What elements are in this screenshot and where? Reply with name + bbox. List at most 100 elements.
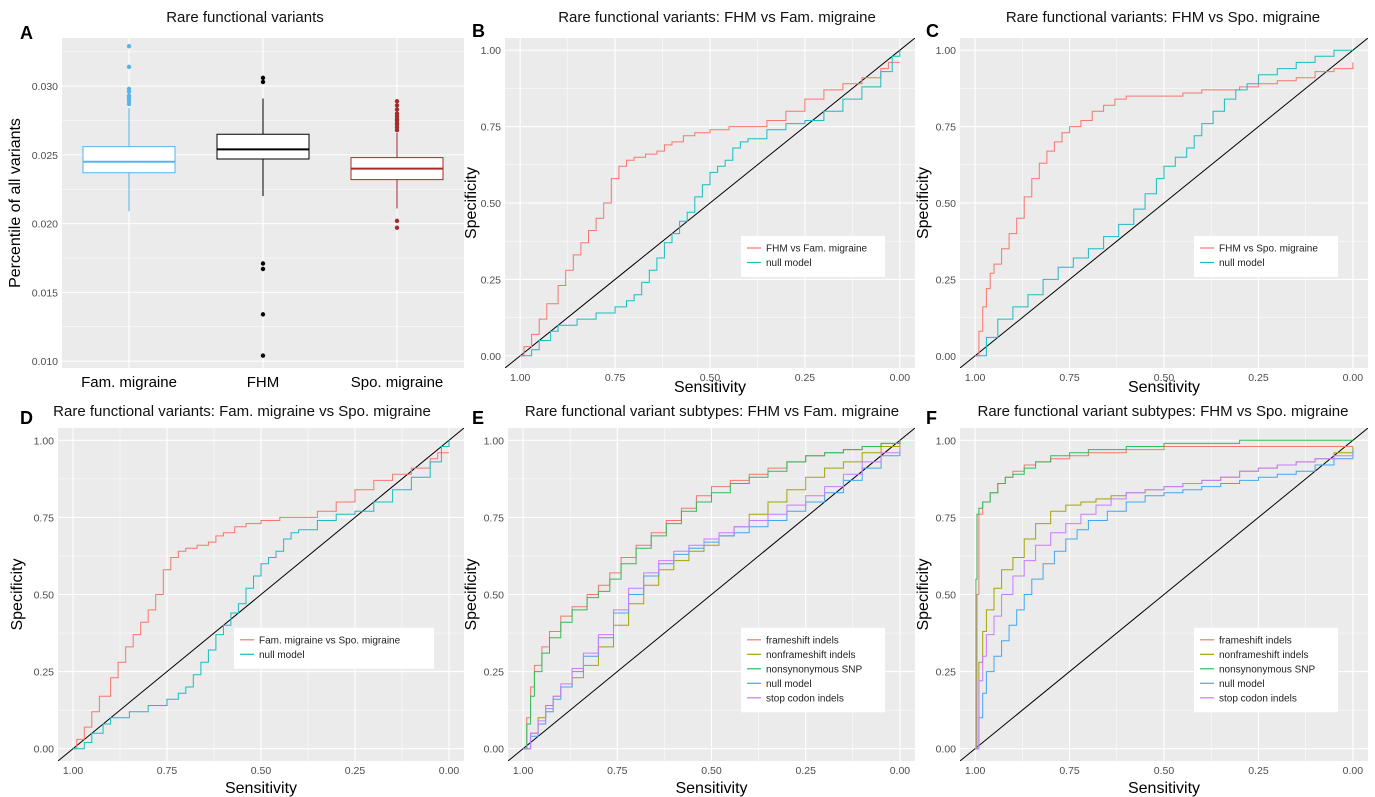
x-tick-label: 0.00 <box>890 372 911 384</box>
legend-box <box>1194 627 1338 713</box>
legend-label: FHM vs Spo. migraine <box>1219 244 1318 255</box>
x-tick-label: 0.25 <box>795 765 816 777</box>
outlier-point <box>260 312 266 317</box>
outlier-point <box>394 99 400 104</box>
panel-title: Rare functional variants: Fam. migraine … <box>53 403 431 420</box>
x-tick-label: 0.50 <box>1154 372 1175 384</box>
roc-curve-1 <box>73 440 450 750</box>
reference-diagonal <box>505 38 915 368</box>
legend-label: null model <box>1219 679 1265 690</box>
reference-diagonal <box>960 38 1368 368</box>
y-tick-label: 0.00 <box>481 351 502 363</box>
x-axis-label: Sensitivity <box>225 780 297 797</box>
y-tick-label: 0.50 <box>484 590 505 602</box>
y-tick-label: 1.00 <box>481 45 502 57</box>
legend: Fam. migraine vs Spo. migraine null model <box>234 627 434 669</box>
legend-label: nonframeshift indels <box>1219 650 1309 661</box>
series-layer <box>508 428 915 761</box>
legend-label: nonsynonymous SNP <box>1219 664 1315 675</box>
x-tick-label: 0.50 <box>700 372 721 384</box>
y-axis-label: Percentile of all variants <box>7 118 24 288</box>
outlier-point <box>260 266 266 272</box>
y-tick-label: 0.015 <box>32 287 58 299</box>
x-tick-label: 1.00 <box>513 765 534 777</box>
panel-f: F Rare functional variant subtypes: FHM v… <box>915 403 1368 797</box>
x-tick-label: 0.00 <box>1343 372 1364 384</box>
panel-title: Rare functional variants <box>166 9 324 26</box>
x-tick-label: 1.00 <box>510 372 531 384</box>
x-tick-label: 0.25 <box>1248 765 1269 777</box>
legend-box <box>741 236 885 277</box>
y-tick-label: 0.75 <box>484 512 505 524</box>
y-tick-label: 0.25 <box>34 667 55 679</box>
roc-curve-1 <box>975 49 1353 357</box>
series-layer <box>505 38 915 368</box>
y-tick-label: 0.00 <box>484 744 505 756</box>
y-tick-label: 1.00 <box>484 435 505 447</box>
x-tick-label: 0.00 <box>890 765 911 777</box>
legend-label: FHM vs Fam. migraine <box>766 244 868 255</box>
outlier-point <box>260 353 266 358</box>
series-layer <box>960 428 1368 761</box>
y-tick-label: 0.25 <box>936 274 957 286</box>
roc-curve-2 <box>523 440 901 750</box>
outlier-point <box>394 107 400 112</box>
outlier-point <box>126 86 132 92</box>
y-tick-label: 0.00 <box>936 744 957 756</box>
x-axis-label: Sensitivity <box>1128 379 1200 396</box>
x-tick-label: 0.00 <box>439 765 460 777</box>
x-tick-label: 0.75 <box>157 765 178 777</box>
y-tick-label: 1.00 <box>936 45 957 57</box>
panel-b: B Rare functional variants: FHM vs Fam. m… <box>463 9 915 396</box>
x-tick-label: 0.50 <box>251 765 272 777</box>
x-tick-label: 0.00 <box>1343 765 1364 777</box>
y-tick-label: 0.25 <box>481 274 502 286</box>
y-axis-label: Specificity <box>463 167 480 239</box>
x-tick-label: 0.75 <box>605 372 626 384</box>
roc-curve-0 <box>975 62 1354 357</box>
y-axis-label: Specificity <box>915 167 932 239</box>
x-tick-label: Spo. migraine <box>351 374 444 391</box>
x-tick-label: 0.25 <box>795 372 816 384</box>
y-tick-label: 0.030 <box>32 81 58 93</box>
box-body <box>216 133 310 160</box>
x-tick-label: 0.75 <box>1059 765 1080 777</box>
roc-curve-0 <box>520 61 900 357</box>
legend-label: stop codon indels <box>1219 693 1297 704</box>
legend: FHM vs Spo. migraine null model <box>1194 236 1338 277</box>
y-tick-label: 0.75 <box>936 512 957 524</box>
legend-label: null model <box>259 650 305 661</box>
outlier-point <box>394 225 400 230</box>
x-tick-label: 0.50 <box>1154 765 1175 777</box>
box-2 <box>350 99 444 230</box>
legend-label: null model <box>766 258 812 269</box>
panel-letter: D <box>20 408 33 428</box>
outlier-point <box>394 103 400 108</box>
reference-diagonal <box>58 428 464 761</box>
box-1 <box>216 75 310 358</box>
series-layer <box>58 428 464 761</box>
box-body <box>82 146 176 174</box>
roc-curve-4 <box>523 446 901 750</box>
panel-a: A Rare functional variants 0.010 0.015 0.020… <box>7 9 464 391</box>
legend: FHM vs Fam. migraine null model <box>741 236 885 277</box>
panel-title: Rare functional variant subtypes: FHM vs… <box>978 403 1349 420</box>
x-tick-label: 1.00 <box>63 765 84 777</box>
panel-d: D Rare functional variants: Fam. migraine… <box>9 403 464 797</box>
legend-label: nonsynonymous SNP <box>766 664 862 675</box>
panel-e: E Rare functional variant subtypes: FHM v… <box>463 403 915 797</box>
outlier-point <box>260 261 266 266</box>
y-tick-label: 0.25 <box>936 667 957 679</box>
x-tick-label: 1.00 <box>965 765 986 777</box>
outlier-point <box>394 218 400 224</box>
outlier-point <box>126 93 132 98</box>
y-tick-label: 0.025 <box>32 150 58 162</box>
y-axis-label: Specificity <box>915 558 932 630</box>
y-tick-label: 0.50 <box>936 590 957 602</box>
legend-box <box>234 627 434 669</box>
legend-label: frameshift indels <box>1219 635 1292 646</box>
reference-diagonal <box>508 428 915 761</box>
y-tick-label: 0.50 <box>34 590 55 602</box>
panel-letter: A <box>20 23 33 43</box>
